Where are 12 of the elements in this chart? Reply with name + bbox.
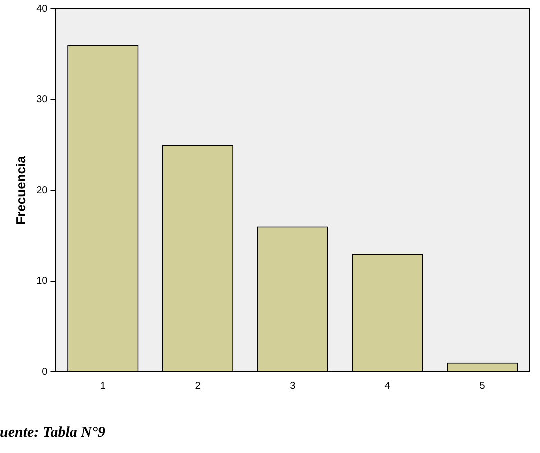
y-tick-label: 0 [42, 366, 48, 378]
y-tick-label: 30 [36, 94, 48, 106]
x-tick-label: 3 [290, 380, 296, 392]
y-tick-label: 20 [36, 185, 48, 196]
y-tick-label: 10 [36, 276, 48, 287]
y-axis-title: Frecuencia [13, 155, 28, 225]
x-tick-label: 5 [480, 380, 486, 392]
y-tick-label: 40 [36, 4, 48, 15]
x-tick-label: 1 [100, 380, 106, 392]
text: uente: Tabla N°9 [0, 425, 106, 442]
x-tick-label: 2 [195, 380, 202, 392]
x-tick-label: 4 [384, 380, 391, 392]
